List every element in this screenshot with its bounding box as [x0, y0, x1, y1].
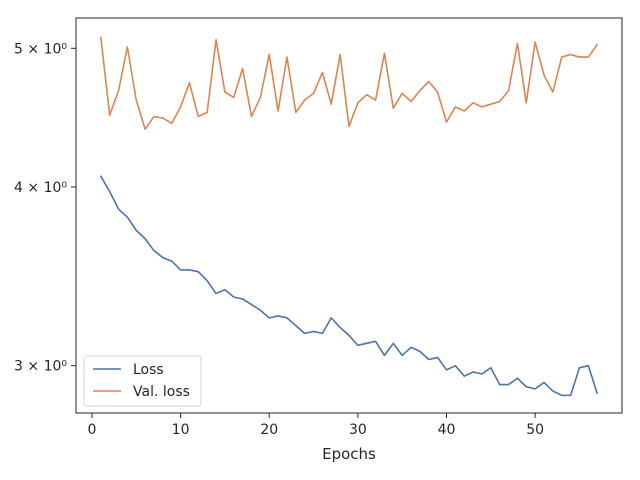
- x-tick-label: 30: [349, 422, 367, 438]
- x-axis-label: Epochs: [322, 445, 376, 463]
- x-tick-label: 10: [172, 422, 190, 438]
- y-tick-label: 4 × 10⁰: [14, 180, 67, 196]
- legend: Loss Val. loss: [83, 355, 202, 407]
- legend-label-val-loss: Val. loss: [133, 384, 190, 400]
- series-lines: [100, 36, 598, 397]
- x-tick-label: 50: [526, 422, 544, 438]
- plot-area: [75, 17, 623, 414]
- x-tick-label: 0: [87, 422, 96, 438]
- y-tick-label: 5 × 10⁰: [14, 41, 67, 57]
- legend-label-loss: Loss: [133, 362, 164, 378]
- series-line-loss: [100, 175, 598, 397]
- y-tick-label: 3 × 10⁰: [14, 359, 67, 375]
- x-tick-label: 20: [260, 422, 278, 438]
- x-tick-label: 40: [438, 422, 456, 438]
- series-line-val-loss: [100, 36, 598, 130]
- x-axis-ticks: 0 10 20 30 40 50: [87, 413, 544, 438]
- y-axis-ticks: 3 × 10⁰ 4 × 10⁰ 5 × 10⁰: [14, 41, 76, 375]
